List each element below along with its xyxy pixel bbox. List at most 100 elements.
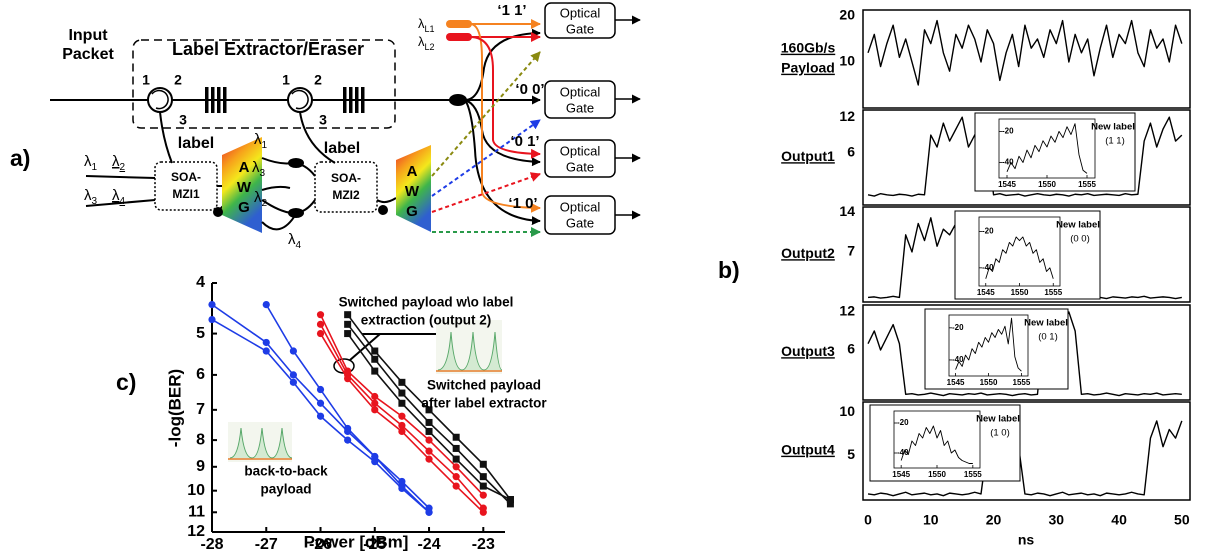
x-tick-label: 1550: [980, 378, 998, 387]
y-tick-label: 12: [839, 108, 855, 124]
wavelength-subscript: 3: [92, 196, 98, 207]
y-tick-label: 6: [196, 366, 205, 383]
data-point: [480, 461, 487, 468]
panel-label: c): [116, 369, 136, 395]
x-tick-label: 0: [864, 512, 872, 528]
inset-code: (1 1): [1105, 136, 1125, 147]
y-tick-label: 9: [196, 458, 205, 475]
data-point: [426, 428, 433, 435]
port-number: 1: [282, 72, 290, 88]
y-tick-label: -20: [952, 323, 964, 332]
inset-label: New label: [1024, 318, 1068, 329]
data-point: [425, 456, 432, 463]
data-point: [453, 445, 460, 452]
x-tick-label: 1555: [1013, 378, 1031, 387]
x-tick-label: 1555: [1044, 288, 1062, 297]
annotation: Switched payload w\o label: [339, 295, 514, 310]
data-point: [344, 321, 351, 328]
grating-line: [223, 87, 227, 113]
soa-label: SOA-: [331, 171, 361, 185]
data-point: [344, 330, 351, 337]
data-point: [344, 375, 351, 382]
x-tick-label: -23: [472, 536, 495, 552]
data-point: [398, 400, 405, 407]
data-point: [453, 473, 460, 480]
gate-label: Optical: [560, 84, 601, 99]
x-tick-label: 1550: [1038, 180, 1056, 189]
y-tick-label: 11: [188, 503, 205, 520]
gate-label: Optical: [560, 143, 601, 158]
data-point: [453, 482, 460, 489]
y-tick-label: 12: [839, 303, 855, 319]
data-point: [480, 509, 487, 516]
box-title: Label Extractor/Eraser: [172, 39, 364, 59]
laser: [446, 33, 472, 41]
inset-code: (0 0): [1070, 234, 1090, 245]
data-point: [371, 368, 378, 375]
data-point: [425, 437, 432, 444]
annotation: back-to-back: [244, 464, 328, 479]
port-number: 3: [319, 112, 327, 128]
grating-line: [211, 87, 215, 113]
fiber: [262, 200, 315, 213]
awg-letter: G: [406, 203, 418, 220]
x-tick-label: 1550: [928, 470, 946, 479]
gate-label: Gate: [566, 159, 594, 174]
coupler: [289, 159, 303, 167]
y-tick-label: 5: [196, 325, 205, 342]
data-point: [263, 301, 270, 308]
y-tick-label: 6: [847, 144, 855, 160]
wavelength-subscript: 1: [262, 140, 268, 151]
annotation: after label extractor: [421, 396, 547, 411]
y-tick-label: -20: [1002, 127, 1014, 136]
x-tick-label: 1545: [947, 378, 965, 387]
annotation: Switched payload: [427, 378, 541, 393]
x-axis-title: Power [dBm]: [304, 532, 409, 551]
data-point: [398, 485, 405, 492]
code-label: ‘1 0’: [508, 195, 537, 212]
data-point: [453, 434, 460, 441]
code-label: ‘1 1’: [497, 2, 526, 19]
awg-letter: A: [407, 163, 418, 180]
awg-letter: W: [405, 183, 420, 200]
data-point: [290, 347, 297, 354]
port-number: 3: [179, 112, 187, 128]
x-tick-label: 1545: [998, 180, 1016, 189]
y-tick-label: 10: [839, 403, 855, 419]
x-axis-title: ns: [1018, 532, 1035, 548]
data-point: [453, 456, 460, 463]
annotation: payload: [260, 482, 311, 497]
data-point: [290, 371, 297, 378]
y-tick-label: 4: [196, 274, 205, 291]
gate-label: Optical: [560, 5, 601, 20]
label-tag: label: [324, 140, 360, 157]
x-tick-label: 20: [986, 512, 1002, 528]
grating-line: [355, 87, 359, 113]
data-point: [263, 347, 270, 354]
page: a)b)c)InputPacketLabel Extractor/Eraser1…: [0, 0, 1217, 552]
input-label: Input: [68, 27, 108, 44]
grating-line: [205, 87, 209, 113]
trace-title: Output1: [781, 148, 835, 164]
data-point: [371, 458, 378, 465]
data-point: [263, 339, 270, 346]
data-point: [344, 425, 351, 432]
x-tick-label: 30: [1049, 512, 1065, 528]
wavelength-subscript: 2: [120, 162, 126, 173]
wavelength-label: λ2: [112, 153, 126, 173]
trace-title: Output2: [781, 245, 835, 261]
data-point: [371, 348, 378, 355]
trace-title: Payload: [781, 60, 835, 76]
inset-label: New label: [976, 414, 1020, 425]
x-tick-label: 1545: [977, 288, 995, 297]
inset-label: New label: [1056, 220, 1100, 231]
data-point: [344, 437, 351, 444]
data-point: [317, 330, 324, 337]
fiber: [377, 198, 396, 202]
data-point: [398, 413, 405, 420]
wavelength-label: λ3: [84, 187, 98, 207]
wavelength-subscript: L2: [425, 42, 435, 52]
fiber: [262, 187, 290, 190]
probe-fiber: [86, 176, 155, 178]
fiber: [262, 158, 315, 176]
